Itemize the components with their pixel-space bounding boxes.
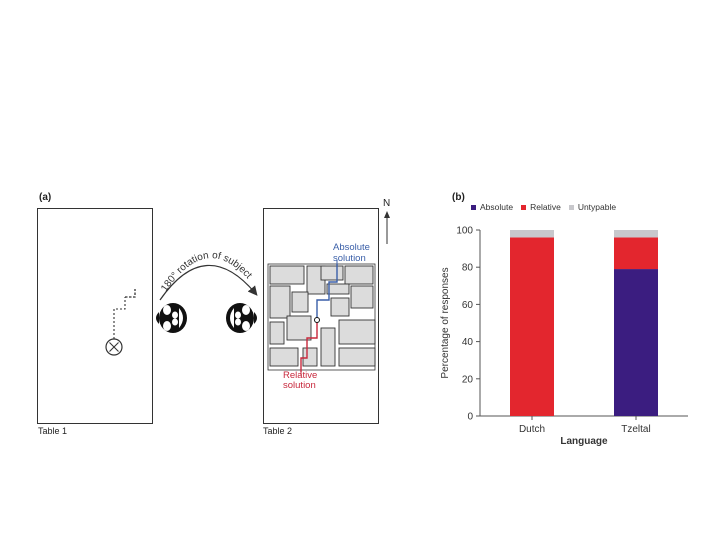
bar-tzeltal-absolute — [614, 269, 658, 416]
absolute-label-1: Absolute — [333, 242, 370, 253]
y-tick-label-40: 40 — [462, 337, 474, 348]
legend-item-absolute: Absolute — [471, 202, 513, 212]
rotation-arrow — [159, 264, 258, 301]
bar-tzeltal-untypable — [614, 230, 658, 238]
legend-swatch-relative — [521, 204, 527, 210]
legend-item-relative: Relative — [521, 202, 561, 212]
legend-label-relative: Relative — [530, 202, 561, 212]
relative-label-2: solution — [283, 380, 316, 391]
bar-tzeltal-relative — [614, 237, 658, 270]
subject-head-1 — [156, 303, 187, 333]
y-tick-label-80: 80 — [462, 263, 474, 274]
y-tick-label-0: 0 — [467, 412, 473, 423]
legend-label-untypable: Untypable — [577, 202, 617, 212]
legend-label-absolute: Absolute — [480, 202, 514, 212]
absolute-label-2: solution — [333, 253, 366, 264]
x-tick-label-tzeltal: Tzeltal — [621, 424, 650, 435]
x-axis-label: Language — [560, 436, 608, 447]
y-tick-label-60: 60 — [462, 300, 474, 311]
subject-head-2 — [226, 303, 257, 333]
panel-a-label: (a) — [39, 192, 52, 203]
bar-dutch-untypable — [510, 230, 554, 238]
absolute-route — [316, 264, 338, 320]
table-1-path — [105, 289, 136, 356]
panel-b-label: (b) — [452, 192, 465, 203]
chart-legend: Absolute Relative Untypable — [471, 202, 616, 212]
table-1-label: Table 1 — [38, 426, 68, 436]
maze-diagram: Absolute solution Relative solution — [267, 211, 390, 391]
relative-route — [300, 320, 318, 372]
bar-dutch-relative — [510, 237, 554, 416]
table-1 — [37, 208, 153, 424]
north-arrow-icon — [384, 211, 390, 244]
rotation-text: 180° rotation of subject — [159, 250, 254, 294]
relative-label-1: Relative — [283, 370, 317, 381]
x-tick-label-dutch: Dutch — [519, 424, 545, 435]
legend-item-untypable: Untypable — [568, 202, 617, 212]
y-tick-label-100: 100 — [456, 226, 473, 237]
stacked-bar-chart: 0 20 40 60 80 100 Percentage of responses Dutch… — [440, 226, 688, 447]
y-axis-label: Percentage of responses — [440, 267, 451, 378]
rotation-diagram: 180° rotation of subject — [156, 250, 258, 333]
table-2-label: Table 2 — [263, 426, 293, 436]
legend-swatch-absolute — [471, 204, 476, 210]
legend-swatch-untypable — [568, 204, 574, 210]
y-tick-label-20: 20 — [462, 374, 474, 385]
north-label: N — [383, 198, 391, 209]
